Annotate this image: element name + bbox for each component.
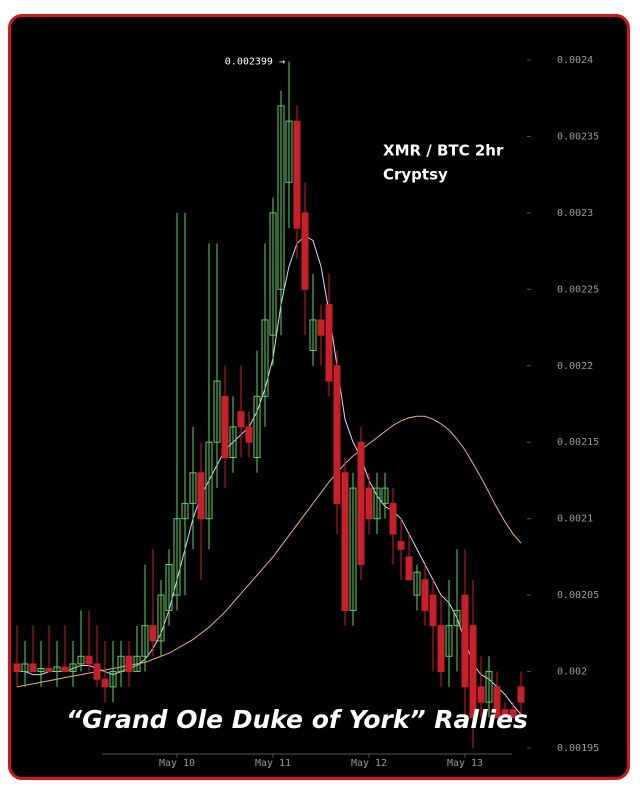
candle-body <box>141 625 149 657</box>
x-tick-label: May 13 <box>447 758 483 769</box>
candle-body <box>309 319 317 351</box>
candle-body <box>29 663 37 673</box>
candle-body <box>405 556 413 581</box>
chart-subtitle: Cryptsy <box>383 166 448 184</box>
candle-body <box>69 663 77 673</box>
candle-body <box>221 395 229 459</box>
candle-body <box>461 594 469 688</box>
candle-body <box>493 686 501 718</box>
candle-body <box>181 502 189 520</box>
candle-body <box>197 472 205 520</box>
moving-average <box>17 235 522 715</box>
y-tick-label: 0.0024 <box>557 55 593 66</box>
candle-body <box>413 571 421 596</box>
x-tick-label: May 10 <box>159 758 195 769</box>
candle-body <box>453 609 461 627</box>
candle-body <box>109 671 117 688</box>
y-tick-label: 0.0021 <box>557 514 593 525</box>
candle-body <box>101 678 109 688</box>
candle-body <box>93 663 101 680</box>
candle-body <box>333 365 341 504</box>
candle-body <box>509 709 517 718</box>
candle-body <box>149 625 157 642</box>
candle-body <box>429 594 437 627</box>
y-tick-label: 0.00225 <box>557 284 599 295</box>
candle-body <box>45 667 53 673</box>
candle-body <box>477 686 485 703</box>
candle-body <box>437 625 445 673</box>
candle-body <box>117 655 125 673</box>
chart-frame: XMR / BTC 2hr Cryptsy 0.00195 0.002 0.0020… <box>8 14 630 780</box>
candle-body <box>229 426 237 459</box>
candle-body <box>501 709 509 718</box>
candle-body <box>261 319 269 397</box>
candle-body <box>21 663 29 673</box>
candle-body <box>397 541 405 550</box>
candle-body <box>165 564 173 611</box>
candle-body <box>389 502 397 535</box>
candle-body <box>293 120 301 229</box>
y-tick-label: 0.002 <box>557 667 587 678</box>
candle-body <box>469 625 477 718</box>
y-tick-label: 0.00205 <box>557 590 599 601</box>
y-tick-label: 0.00235 <box>557 131 599 142</box>
candle-body <box>205 441 213 520</box>
candle-body <box>269 212 277 336</box>
y-tick-label: 0.0023 <box>557 208 593 219</box>
y-tick-label: 0.00215 <box>557 437 599 448</box>
candle-body <box>77 655 85 665</box>
candle-body <box>445 625 453 657</box>
x-tick-label: May 12 <box>351 758 387 769</box>
candle-body <box>421 579 429 611</box>
candle-body <box>365 487 373 520</box>
y-tick-label: 0.0022 <box>557 361 593 372</box>
candle-body <box>301 212 309 290</box>
candle-body <box>189 472 197 504</box>
chart-title: XMR / BTC 2hr <box>383 142 504 160</box>
candle-body <box>277 105 285 290</box>
candle-body <box>213 380 221 443</box>
candle-body <box>349 487 357 611</box>
candle-body <box>61 666 69 673</box>
candle-body <box>317 319 325 336</box>
candle-body <box>357 441 365 566</box>
candle-body <box>381 487 389 504</box>
y-tick-label: 0.00195 <box>557 743 599 754</box>
candle-body <box>157 594 165 642</box>
candle-body <box>53 666 61 673</box>
candle-body <box>325 304 333 382</box>
candle-body <box>173 518 181 596</box>
candle-body <box>37 667 45 673</box>
x-tick-label: May 11 <box>255 758 291 769</box>
candle-body <box>133 655 141 673</box>
candle-body <box>373 487 381 520</box>
caption: “Grand Ole Duke of York” Rallies <box>66 705 528 734</box>
moving-average <box>16 415 522 688</box>
chart: XMR / BTC 2hr Cryptsy 0.00195 0.002 0.0020… <box>13 55 599 769</box>
candle-body <box>285 120 293 183</box>
candle-body <box>485 671 493 703</box>
candle-body <box>237 411 245 428</box>
candle-body <box>13 663 21 673</box>
candle-body <box>245 426 253 443</box>
candle-body <box>341 472 349 611</box>
annotation: 0.002399 → <box>225 57 285 68</box>
candle-body <box>517 686 525 703</box>
candle-body <box>85 655 93 665</box>
candle-body <box>125 655 133 673</box>
candle-body <box>253 395 261 459</box>
